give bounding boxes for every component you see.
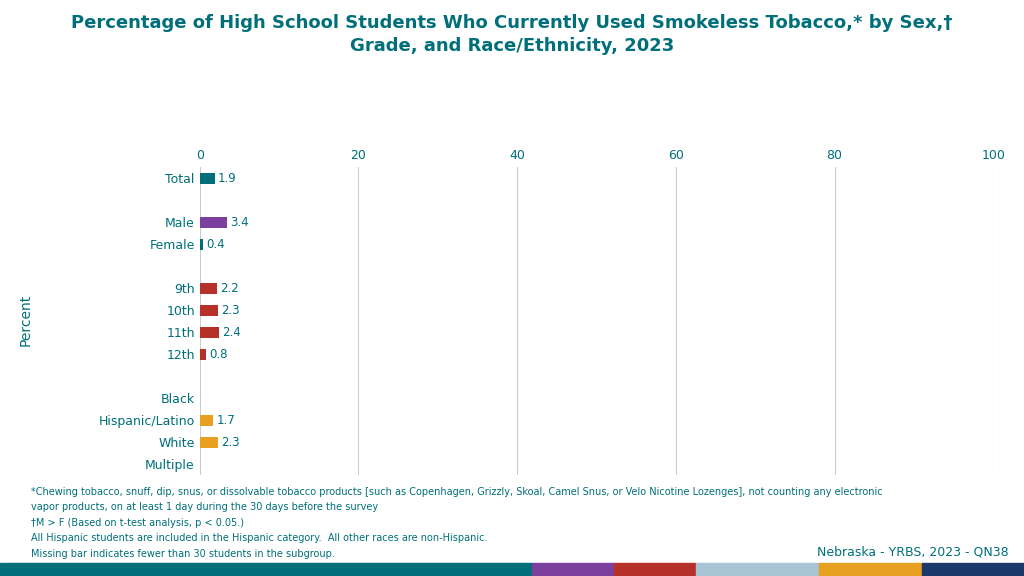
Text: *Chewing tobacco, snuff, dip, snus, or dissolvable tobacco products [such as Cop: *Chewing tobacco, snuff, dip, snus, or d… (31, 487, 883, 497)
Bar (200, 283, 217, 294)
Text: 2.3: 2.3 (221, 435, 240, 449)
Text: Percentage of High School Students Who Currently Used Smokeless Tobacco,* by Sex: Percentage of High School Students Who C… (72, 14, 952, 32)
Text: 2.4: 2.4 (222, 325, 241, 339)
Text: †M > F (Based on t-test analysis, p < 0.05.): †M > F (Based on t-test analysis, p < 0.… (31, 518, 244, 528)
Bar (200, 415, 213, 426)
Bar (200, 437, 218, 448)
Text: 3.4: 3.4 (229, 215, 249, 229)
Text: Missing bar indicates fewer than 30 students in the subgroup.: Missing bar indicates fewer than 30 stud… (31, 549, 335, 559)
Text: Grade, and Race/Ethnicity, 2023: Grade, and Race/Ethnicity, 2023 (350, 37, 674, 55)
Text: Nebraska - YRBS, 2023 - QN38: Nebraska - YRBS, 2023 - QN38 (817, 545, 1009, 558)
Text: This graph contains weighted results.: This graph contains weighted results. (31, 564, 214, 574)
Bar (200, 217, 226, 228)
Bar (200, 305, 218, 316)
Text: vapor products, on at least 1 day during the 30 days before the survey: vapor products, on at least 1 day during… (31, 502, 378, 512)
Text: 1.9: 1.9 (218, 172, 237, 184)
Bar (200, 348, 206, 359)
Text: 0.8: 0.8 (209, 348, 227, 361)
Bar (200, 327, 219, 338)
Text: Percent: Percent (18, 294, 33, 346)
Text: 2.2: 2.2 (220, 282, 239, 294)
Text: 2.3: 2.3 (221, 304, 240, 317)
Bar (200, 173, 215, 184)
Bar (200, 238, 203, 249)
Text: 1.7: 1.7 (216, 414, 236, 427)
Text: 0.4: 0.4 (206, 237, 224, 251)
Text: All Hispanic students are included in the Hispanic category.  All other races ar: All Hispanic students are included in th… (31, 533, 487, 543)
